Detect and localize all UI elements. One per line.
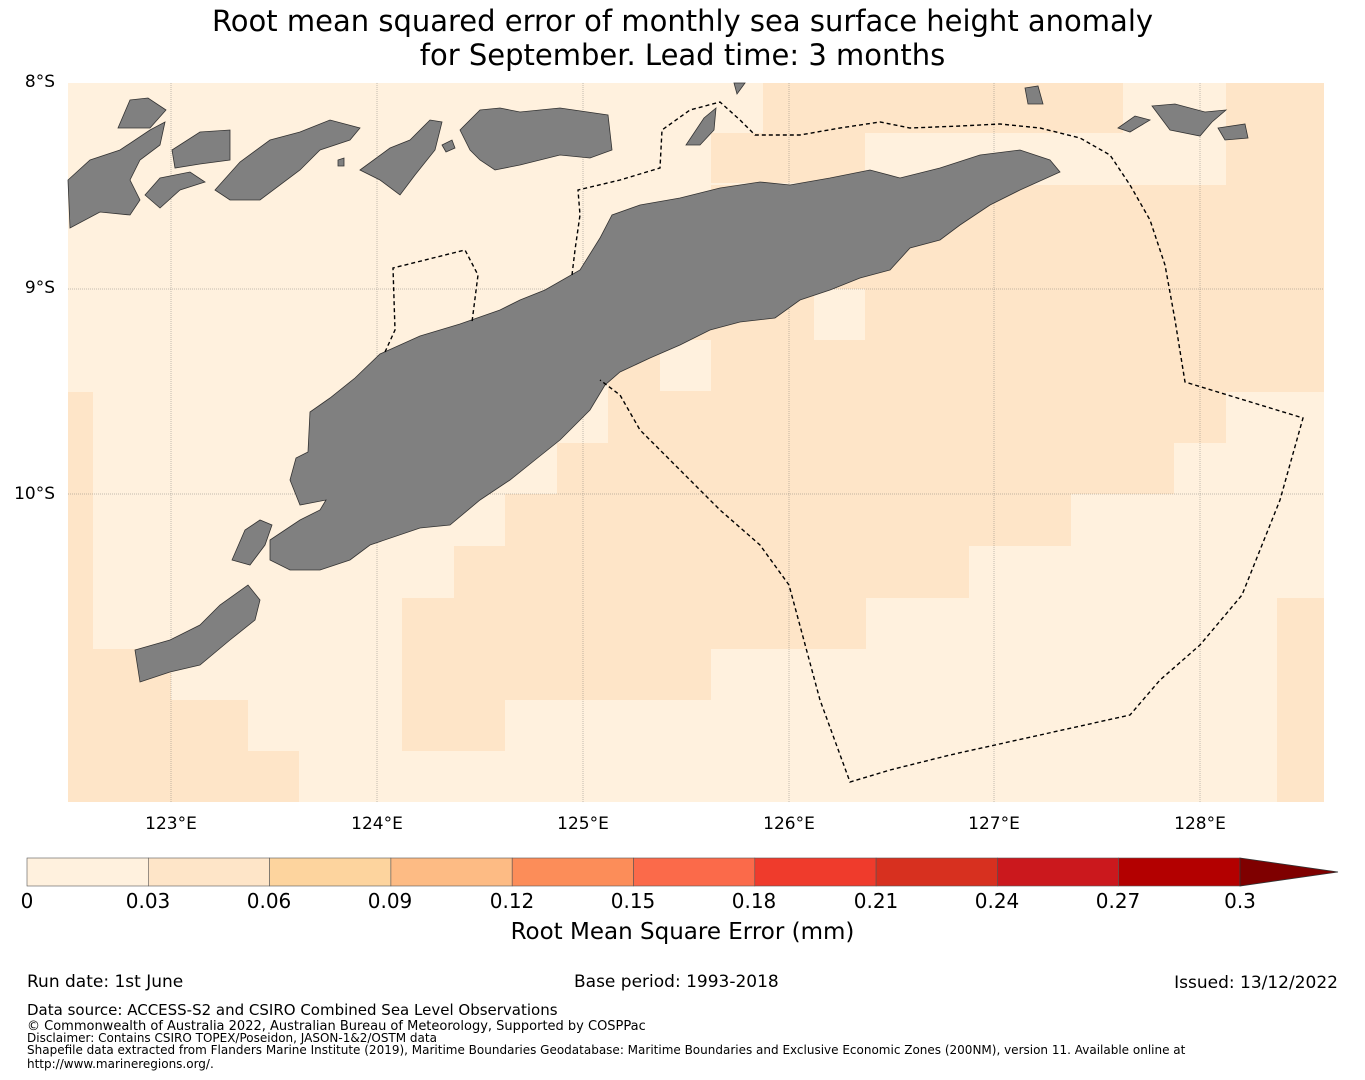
shapefile-credit: Shapefile data extracted from Flanders M… (27, 1043, 1186, 1057)
maritime-boundary (384, 101, 1304, 783)
lon-label-127e: 127°E (968, 814, 1020, 834)
wetar-isle (1024, 85, 1044, 105)
colorbar-tick: 0.27 (1095, 889, 1141, 913)
lon-label-126e: 126°E (763, 814, 815, 834)
rote-island (231, 519, 273, 566)
island-nw-3 (144, 171, 206, 209)
lat-label-10s: 10°S (14, 484, 55, 504)
island-nw-4 (214, 119, 361, 201)
timor-island (269, 149, 1061, 571)
colorbar-swatch (26, 857, 149, 887)
marineregions-url: http://www.marineregions.org/. (27, 1057, 214, 1071)
lon-label-123e: 123°E (145, 814, 197, 834)
islet-1 (733, 82, 746, 95)
colorbar-swatch (997, 857, 1120, 887)
islet-3 (337, 157, 345, 167)
colorbar-tick: 0.06 (246, 889, 292, 913)
colorbar-tick: 0.18 (731, 889, 777, 913)
title-line-1: Root mean squared error of monthly sea s… (211, 4, 1154, 38)
colorbar-tick: 0 (20, 889, 34, 913)
colorbar-tick: 0.15 (610, 889, 656, 913)
issued-date: Issued: 13/12/2022 (1174, 973, 1338, 993)
island-ne-2 (1117, 115, 1152, 133)
island-nw-1 (117, 97, 167, 129)
colorbar-tick: 0.24 (974, 889, 1020, 913)
lon-label-125e: 125°E (557, 814, 609, 834)
island-ne-1 (1151, 103, 1228, 137)
colorbar-swatch (1118, 857, 1241, 887)
base-period: Base period: 1993-2018 (574, 972, 779, 992)
disclaimer: Disclaimer: Contains CSIRO TOPEX/Poseido… (27, 1031, 437, 1045)
colorbar-extend-arrow (1239, 857, 1339, 887)
land (67, 82, 1249, 683)
island-nw-5 (359, 119, 443, 196)
colorbar-swatch (511, 857, 634, 887)
atauro-island (685, 107, 717, 146)
run-date: Run date: 1st June (27, 972, 184, 992)
colorbar-tick: 0.3 (1224, 889, 1256, 913)
colorbar-tick: 0.09 (367, 889, 413, 913)
flores-island (67, 121, 166, 229)
colorbar-swatch (148, 857, 270, 887)
island-ne-3 (1217, 123, 1249, 141)
lat-label-9s: 9°S (24, 278, 55, 298)
colorbar-swatch (754, 857, 877, 887)
colorbar-swatch (633, 857, 756, 887)
title-line-2: for September. Lead time: 3 months (419, 38, 946, 72)
lat-label-8s: 8°S (24, 72, 55, 92)
colorbar-tick: 0.03 (125, 889, 171, 913)
lon-label-128e: 128°E (1174, 814, 1226, 834)
alor-island (459, 107, 613, 171)
colorbar-swatch (390, 857, 513, 887)
island-nw-2 (171, 129, 231, 169)
copyright: © Commonwealth of Australia 2022, Austra… (27, 1019, 646, 1034)
colorbar-title: Root Mean Square Error (mm) (510, 919, 855, 945)
sawu-island (134, 584, 261, 683)
colorbar-tick: 0.12 (489, 889, 535, 913)
data-source: Data source: ACCESS-S2 and CSIRO Combine… (27, 1001, 558, 1019)
colorbar (26, 857, 1339, 887)
colorbar-tick: 0.21 (853, 889, 899, 913)
islet-2 (441, 139, 456, 153)
lon-label-124e: 124°E (351, 814, 403, 834)
colorbar-swatch (269, 857, 392, 887)
colorbar-swatch (875, 857, 998, 887)
error-cells (68, 83, 1324, 802)
